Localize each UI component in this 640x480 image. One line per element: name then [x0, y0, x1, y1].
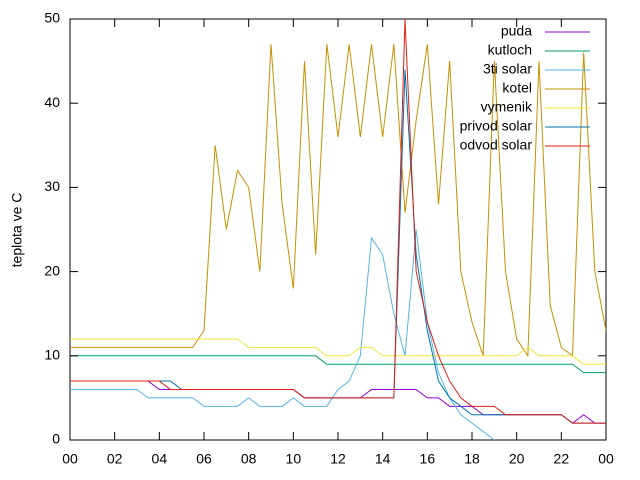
series-line	[70, 338, 606, 365]
x-tick-label: 04	[152, 451, 168, 467]
legend-label: kotel	[502, 80, 532, 96]
series-line	[70, 355, 606, 374]
x-tick-label: 14	[375, 451, 391, 467]
x-tick-label: 10	[286, 451, 302, 467]
x-tick-label: 08	[241, 451, 257, 467]
y-tick-label: 20	[44, 262, 60, 278]
x-tick-label: 16	[420, 451, 436, 467]
legend-label: privod solar	[460, 118, 533, 134]
y-tick-label: 40	[44, 94, 60, 110]
x-tick-label: 06	[196, 451, 212, 467]
legend-label: vymenik	[481, 99, 533, 115]
series-line	[70, 229, 495, 440]
series-line	[70, 380, 606, 424]
x-tick-label: 02	[107, 451, 123, 467]
series-line	[70, 19, 606, 424]
x-tick-label: 20	[509, 451, 525, 467]
legend-label: 3ti solar	[483, 61, 532, 77]
series-line	[70, 44, 606, 358]
legend-label: puda	[501, 23, 532, 39]
x-tick-label: 22	[554, 451, 570, 467]
y-tick-label: 50	[44, 10, 60, 26]
y-axis-label: teplota ve C	[9, 193, 25, 268]
legend-label: odvod solar	[460, 137, 533, 153]
x-tick-label: 00	[62, 451, 78, 467]
x-tick-label: 00	[598, 451, 614, 467]
x-tick-label: 18	[464, 451, 480, 467]
lines	[70, 19, 606, 440]
y-tick-label: 0	[52, 431, 60, 447]
y-tick-label: 30	[44, 178, 60, 194]
legend-label: kutloch	[488, 42, 532, 58]
y-tick-label: 10	[44, 347, 60, 363]
x-tick-label: 12	[330, 451, 346, 467]
